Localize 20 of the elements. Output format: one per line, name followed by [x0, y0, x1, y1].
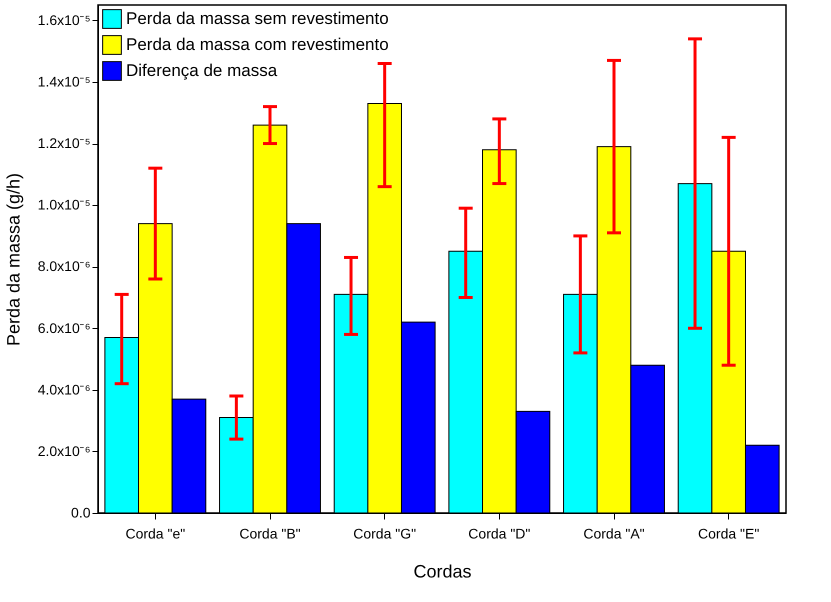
- y-tick-label: 1.4x10⁻⁵: [38, 73, 90, 90]
- y-tick-label: 1.6x10⁻⁵: [38, 12, 90, 28]
- y-axis-title: Perda da massa (g/h): [4, 172, 24, 346]
- x-tick-label: Corda "e": [125, 526, 186, 542]
- x-tick-label: Corda "E": [698, 526, 760, 542]
- y-tick-label: 2.0x10⁻⁶: [38, 442, 90, 459]
- x-tick-label: Corda "D": [468, 526, 530, 542]
- y-tick-label: 1.2x10⁻⁵: [38, 135, 90, 152]
- y-tick-label: 6.0x10⁻⁶: [38, 320, 90, 336]
- legend-label: Diferença de massa: [126, 61, 278, 80]
- legend-label: Perda da massa sem revestimento: [126, 9, 389, 28]
- x-tick-label: Corda "A": [583, 526, 645, 542]
- legend-label: Perda da massa com revestimento: [126, 35, 389, 54]
- y-tick-label: 4.0x10⁻⁶: [38, 381, 90, 398]
- y-tick-label: 1.0x10⁻⁵: [38, 196, 90, 213]
- x-axis-title: Cordas: [413, 562, 472, 582]
- x-tick-label: Corda "G": [353, 526, 416, 542]
- y-tick-label: 8.0x10⁻⁶: [38, 258, 90, 274]
- x-tick-label: Corda "B": [239, 526, 301, 542]
- y-tick-label: 0.0: [71, 504, 91, 520]
